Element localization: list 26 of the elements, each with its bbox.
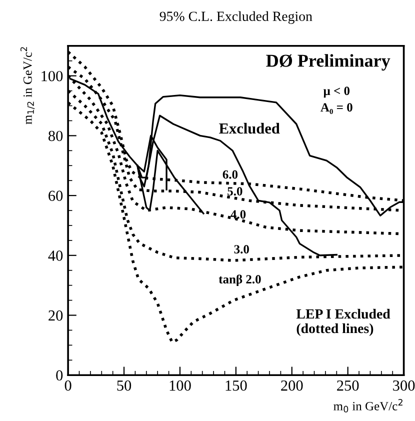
annotation: 4.0 bbox=[230, 210, 246, 219]
x-tick-label: 50 bbox=[117, 380, 132, 391]
y-tick-label: 0 bbox=[56, 370, 63, 381]
y-tick-label: 100 bbox=[42, 70, 63, 82]
annotation: μ < 0 bbox=[323, 86, 350, 98]
y-axis-title: m$_{1/2}$ in GeV/c$^{2}$ bbox=[20, 47, 35, 124]
y-tick-label: 20 bbox=[48, 310, 63, 321]
annotation: 5.0 bbox=[228, 187, 242, 196]
x-tick-label: 100 bbox=[170, 380, 191, 391]
x-tick-label: 200 bbox=[281, 380, 303, 391]
y-tick-label: 40 bbox=[48, 250, 63, 261]
x-tick-label: 300 bbox=[393, 380, 415, 391]
annotation: Excluded bbox=[219, 122, 280, 134]
x-tick-label: 250 bbox=[337, 380, 359, 391]
annotation: tanβ 2.0 bbox=[218, 274, 261, 286]
annotation: LEP I Excluded (dotted lines) bbox=[296, 308, 390, 336]
annotation: 6.0 bbox=[222, 170, 238, 179]
x-tick-label: 150 bbox=[226, 380, 247, 391]
x-axis-title: m$_{0}$ in GeV/c$^{2}$ bbox=[334, 398, 402, 412]
chart-title: 95% C.L. Excluded Region bbox=[160, 11, 312, 24]
x-tick-label: 0 bbox=[64, 380, 72, 391]
y-tick-label: 60 bbox=[48, 190, 63, 201]
annotation: DØ Preliminary bbox=[266, 54, 390, 71]
annotation: A₀ = 0 bbox=[320, 103, 352, 114]
y-tick-label: 80 bbox=[48, 130, 63, 142]
annotation: 3.0 bbox=[234, 245, 249, 254]
